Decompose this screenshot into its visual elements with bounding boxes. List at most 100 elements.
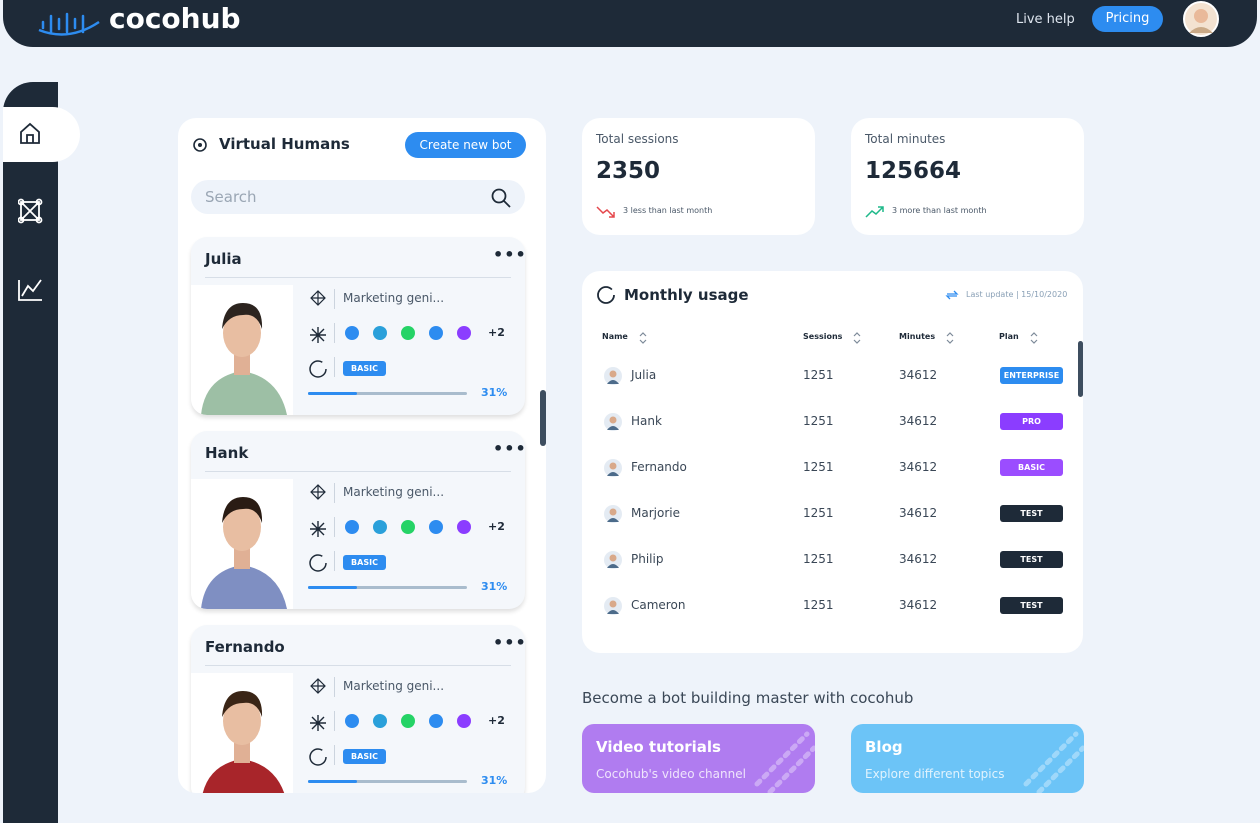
- channel-icon[interactable]: [345, 326, 359, 340]
- divider: [205, 665, 511, 666]
- card-title: Blog: [865, 738, 903, 756]
- learn-card[interactable]: Blog Explore different topics: [851, 724, 1084, 793]
- stat-value: 125664: [865, 158, 962, 184]
- more-menu[interactable]: •••: [493, 245, 525, 264]
- column-header[interactable]: Minutes: [899, 332, 936, 341]
- learn-card[interactable]: Video tutorials Cocohub's video channel: [582, 724, 815, 793]
- brain-icon: [308, 289, 328, 311]
- refresh-icon[interactable]: [945, 289, 959, 301]
- plan-badge: BASIC: [343, 555, 386, 570]
- row-sessions: 1251: [803, 368, 834, 382]
- row-sessions: 1251: [803, 552, 834, 566]
- bot-avatar: [191, 479, 293, 609]
- status-icon: [308, 553, 328, 577]
- separator: [334, 289, 335, 309]
- channel-icon[interactable]: [429, 714, 443, 728]
- channel-icon[interactable]: [457, 714, 471, 728]
- progress-bar: [308, 392, 358, 395]
- scrollbar[interactable]: [540, 390, 546, 446]
- bot-card[interactable]: Fernando ••• Marketing geni... +2 BASIC 31%: [191, 625, 525, 793]
- channel-icon[interactable]: [345, 714, 359, 728]
- virtual-humans-panel: Virtual Humans Create new bot Search Jul…: [178, 118, 546, 793]
- divider: [205, 471, 511, 472]
- column-header[interactable]: Plan: [999, 332, 1019, 341]
- extra-channels: +2: [488, 714, 505, 727]
- search-icon[interactable]: [491, 188, 511, 208]
- progress-track: [308, 586, 467, 589]
- channel-icon[interactable]: [345, 520, 359, 534]
- channel-icon[interactable]: [401, 714, 415, 728]
- bot-card[interactable]: Hank ••• Marketing geni... +2 BASIC 31%: [191, 431, 525, 609]
- extra-channels: +2: [488, 520, 505, 533]
- bot-avatar: [191, 673, 293, 793]
- stat-change: 3 less than last month: [623, 206, 713, 215]
- row-avatar: [604, 505, 622, 527]
- channel-icon[interactable]: [429, 326, 443, 340]
- row-name: Cameron: [631, 598, 686, 612]
- create-bot-button[interactable]: Create new bot: [405, 132, 526, 158]
- row-avatar: [604, 459, 622, 481]
- bot-description: Marketing geni...: [343, 485, 445, 499]
- row-minutes: 34612: [899, 552, 938, 566]
- row-name: Philip: [631, 552, 664, 566]
- trend-icon: [865, 204, 885, 223]
- row-name: Fernando: [631, 460, 687, 474]
- progress-label: 31%: [481, 386, 508, 399]
- plan-badge: BASIC: [343, 361, 386, 376]
- extra-channels: +2: [488, 326, 505, 339]
- separator: [334, 745, 335, 765]
- channel-icon[interactable]: [373, 326, 387, 340]
- separator: [334, 517, 335, 537]
- more-menu[interactable]: •••: [493, 439, 525, 458]
- channels-icon: [308, 325, 328, 349]
- more-menu[interactable]: •••: [493, 633, 525, 652]
- live-help-link[interactable]: Live help: [1016, 12, 1075, 27]
- scrollbar[interactable]: [1078, 341, 1083, 397]
- channel-icon[interactable]: [401, 520, 415, 534]
- search-box[interactable]: Search: [191, 180, 525, 214]
- channel-icon[interactable]: [373, 520, 387, 534]
- channels-icon: [308, 519, 328, 543]
- panel-title: Virtual Humans: [219, 135, 350, 153]
- channel-icon[interactable]: [401, 326, 415, 340]
- plan-badge: BASIC: [343, 749, 386, 764]
- bot-avatar: [191, 285, 293, 415]
- channel-icon[interactable]: [457, 520, 471, 534]
- channel-icon[interactable]: [373, 714, 387, 728]
- user-avatar[interactable]: [1183, 1, 1219, 37]
- separator: [334, 483, 335, 503]
- plan-badge: PRO: [1000, 413, 1063, 430]
- column-header[interactable]: Name: [602, 332, 628, 341]
- nav-icons: [18, 122, 43, 301]
- row-name: Julia: [631, 368, 657, 382]
- card-subtitle: Cocohub's video channel: [596, 767, 746, 781]
- bot-card[interactable]: Julia ••• Marketing geni... +2 BASIC 31%: [191, 237, 525, 415]
- column-header[interactable]: Sessions: [803, 332, 843, 341]
- top-bar: cocohub Live help Pricing: [3, 0, 1257, 47]
- progress-label: 31%: [481, 774, 508, 787]
- separator: [334, 323, 335, 343]
- row-minutes: 34612: [899, 368, 938, 382]
- sort-icon: [852, 330, 862, 349]
- stat-card: Total sessions 2350 3 less than last month: [582, 118, 815, 235]
- row-name: Marjorie: [631, 506, 680, 520]
- logo-text: cocohub: [109, 2, 241, 35]
- nav-home-active[interactable]: [3, 107, 80, 162]
- pricing-button[interactable]: Pricing: [1092, 6, 1163, 32]
- stat-value: 2350: [596, 158, 661, 184]
- bot-name: Fernando: [205, 638, 285, 656]
- row-avatar: [604, 551, 622, 573]
- channel-icon[interactable]: [457, 326, 471, 340]
- row-minutes: 34612: [899, 506, 938, 520]
- progress-bar: [308, 586, 358, 589]
- progress-track: [308, 392, 467, 395]
- usage-icon: [597, 286, 615, 304]
- stat-label: Total minutes: [865, 132, 946, 146]
- bot-name: Julia: [205, 250, 242, 268]
- row-sessions: 1251: [803, 460, 834, 474]
- monthly-usage-panel: Monthly usage Last update | 15/10/2020 N…: [582, 271, 1083, 653]
- status-icon: [308, 747, 328, 771]
- row-minutes: 34612: [899, 460, 938, 474]
- channel-icon[interactable]: [429, 520, 443, 534]
